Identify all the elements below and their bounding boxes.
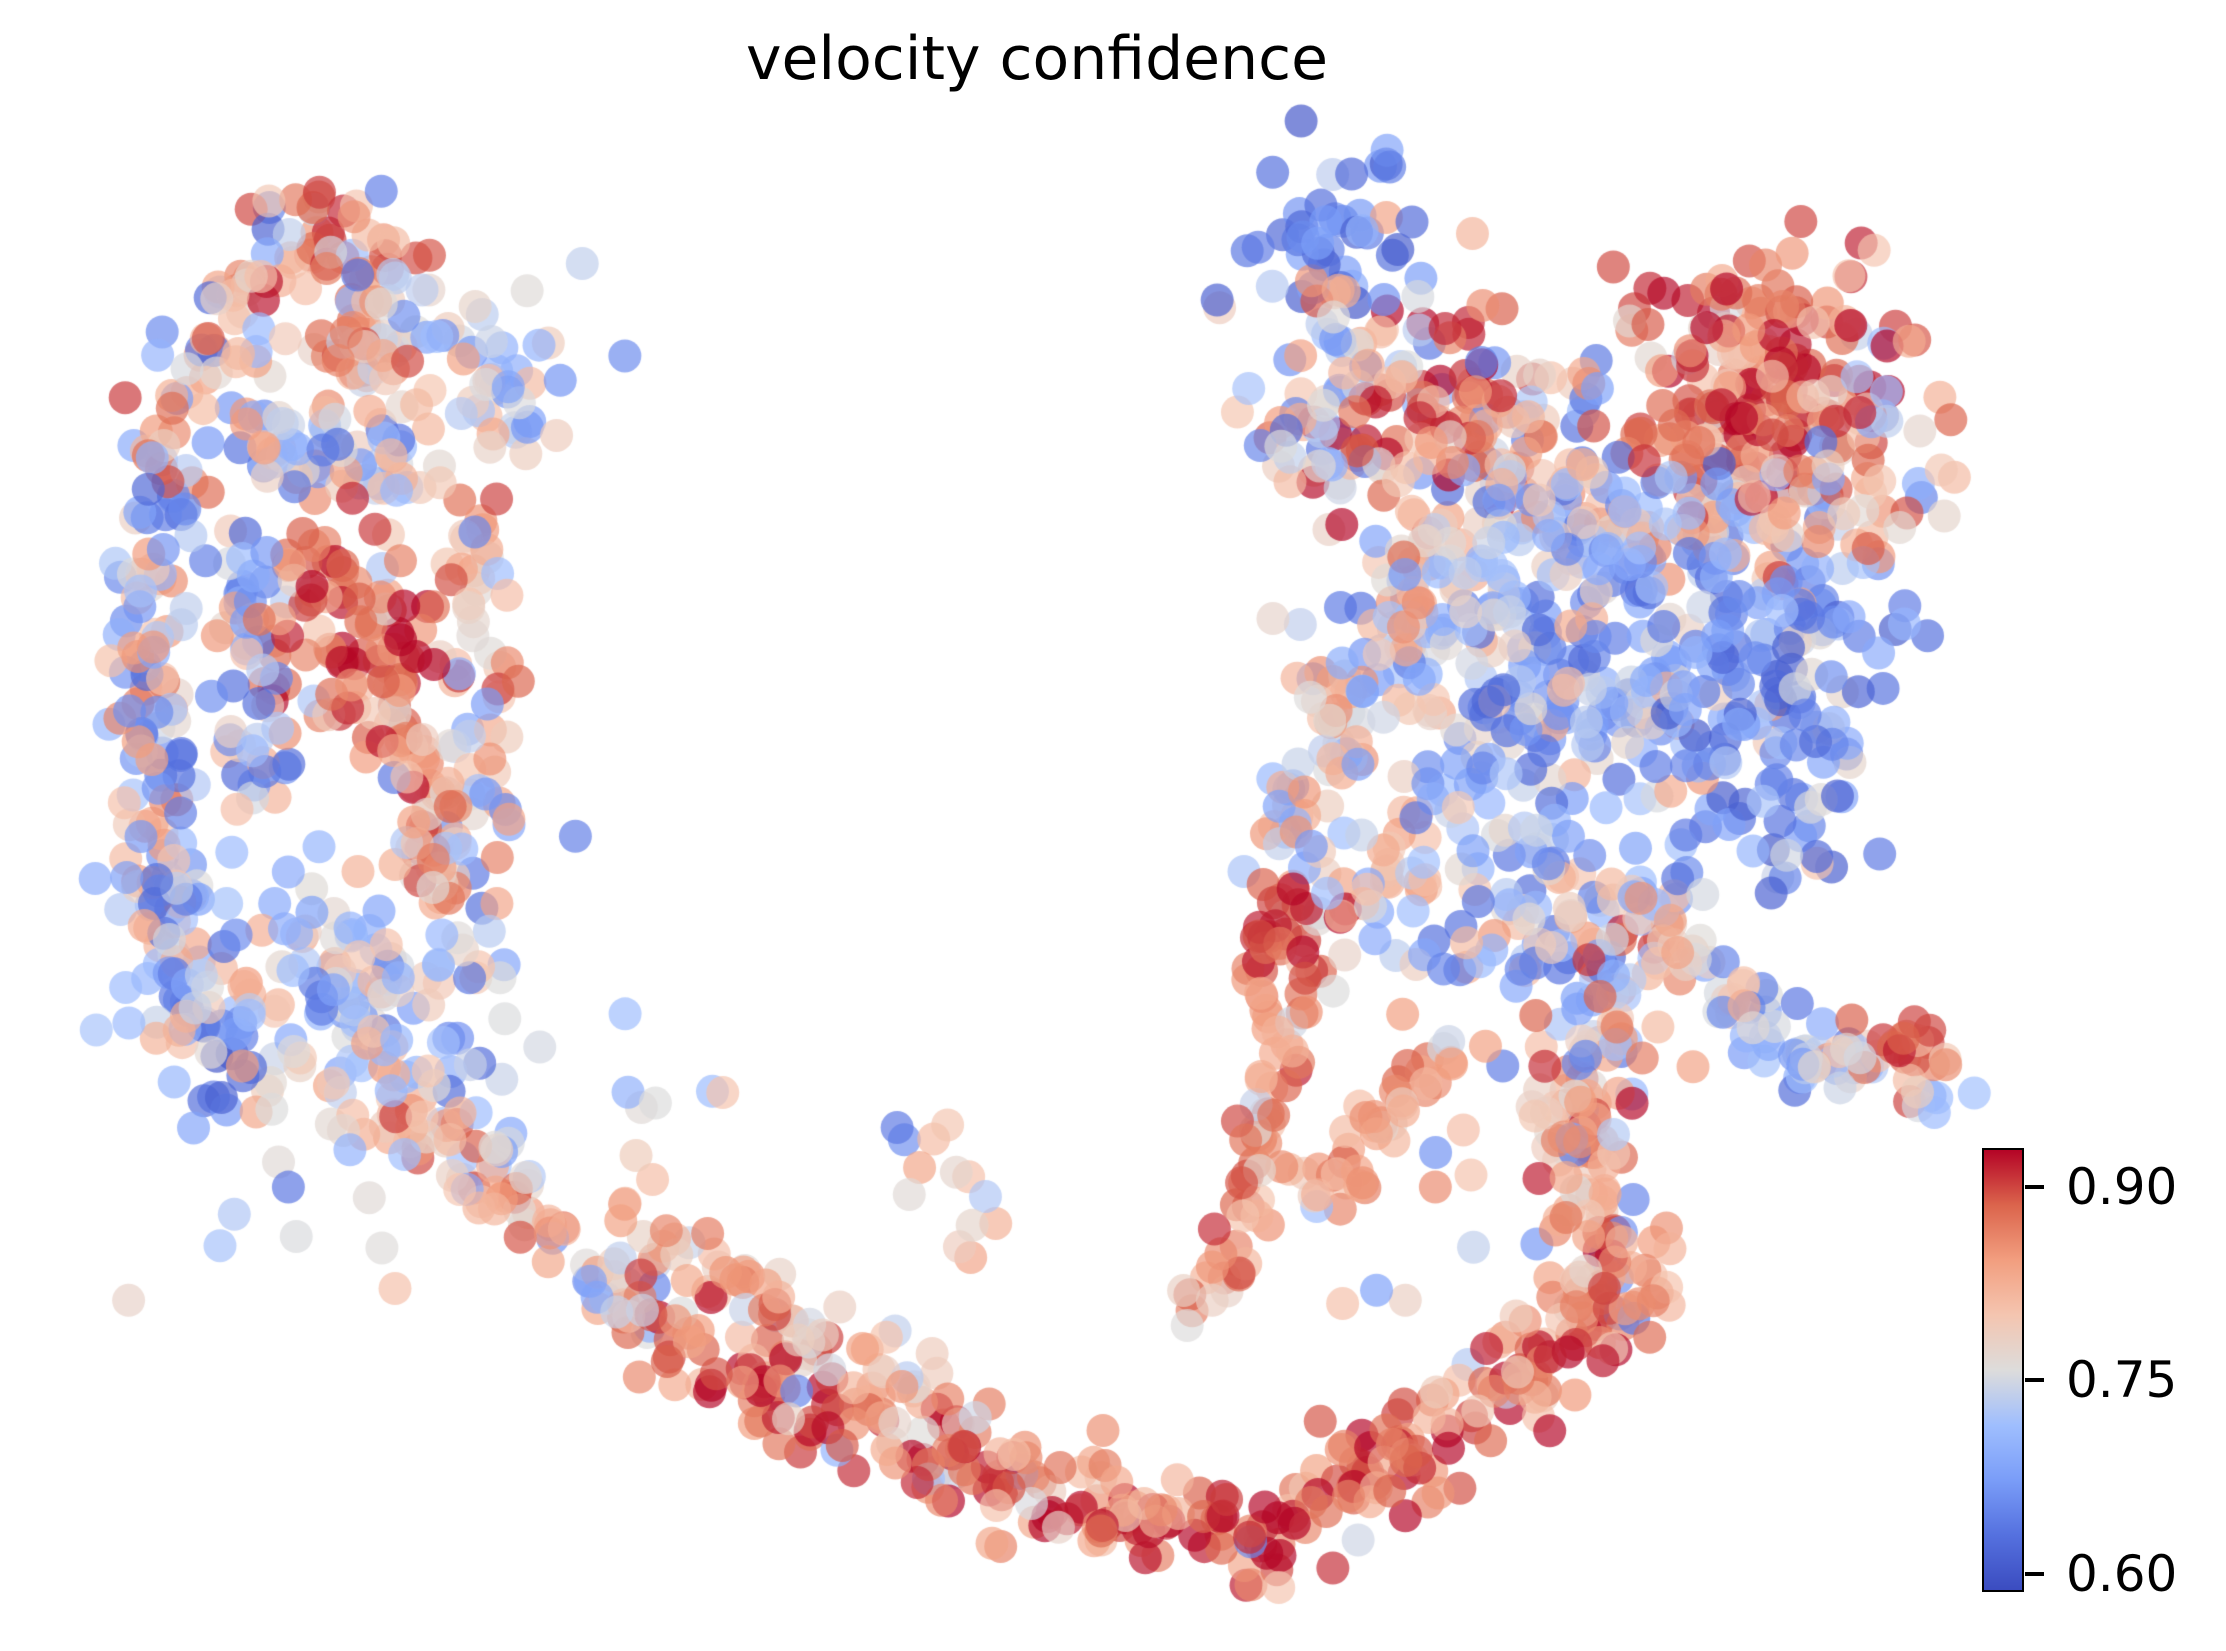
colorbar: 0.90 0.75 0.60 bbox=[1982, 1148, 2222, 1599]
chart-title: velocity confidence bbox=[745, 24, 1328, 94]
colorbar-gradient bbox=[1982, 1148, 2024, 1592]
colorbar-tick bbox=[2025, 1378, 2044, 1383]
colorbar-tick-label: 0.75 bbox=[2066, 1351, 2178, 1410]
colorbar-tick-label: 0.90 bbox=[2066, 1157, 2178, 1216]
colorbar-tick-label: 0.60 bbox=[2066, 1544, 2178, 1603]
colorbar-tick bbox=[2025, 1184, 2044, 1189]
colorbar-tick bbox=[2025, 1571, 2044, 1576]
